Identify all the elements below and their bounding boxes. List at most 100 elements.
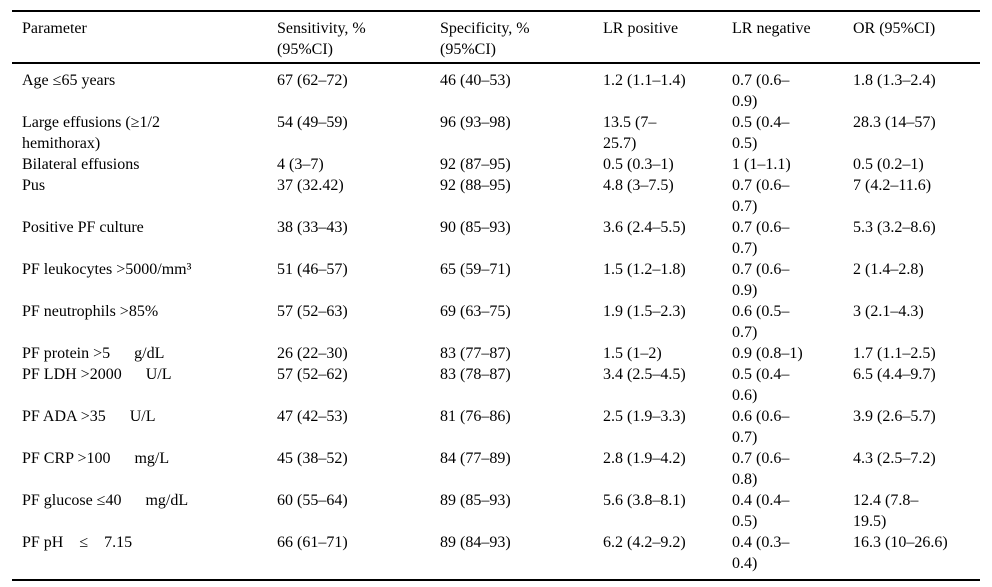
col-header-or: OR (95%CI) bbox=[853, 11, 980, 64]
cell-sensitivity: 67 (62–72) bbox=[277, 72, 348, 89]
cell-lr-positive: 0.5 (0.3–1) bbox=[603, 156, 674, 173]
table-row: PF CRP >100 mg/L 45 (38–52) 84 (77–89) 2.8 … bbox=[12, 448, 980, 490]
cell-specificity: 89 (84–93) bbox=[440, 534, 511, 551]
cell-or: 4.3 (2.5–7.2) bbox=[853, 450, 936, 467]
cell-lr-negative: 0.4 (0.4– 0.5) bbox=[732, 492, 790, 530]
cell-lr-positive: 2.5 (1.9–3.3) bbox=[603, 408, 686, 425]
col-header-lr-negative: LR negative bbox=[732, 11, 853, 64]
cell-lr-positive: 1.5 (1.2–1.8) bbox=[603, 261, 686, 278]
cell-specificity: 84 (77–89) bbox=[440, 450, 511, 467]
cell-lr-negative: 0.6 (0.6– 0.7) bbox=[732, 408, 790, 446]
cell-parameter: Positive PF culture bbox=[22, 219, 144, 236]
table-row: Positive PF culture 38 (33–43) 90 (85–93) 3… bbox=[12, 217, 980, 259]
cell-sensitivity: 66 (61–71) bbox=[277, 534, 348, 551]
table-row: PF glucose ≤40 mg/dL 60 (55–64) 89 (85–93)… bbox=[12, 490, 980, 532]
table-header: Parameter Sensitivity, % (95%CI) Specifi… bbox=[12, 11, 980, 64]
cell-specificity: 90 (85–93) bbox=[440, 219, 511, 236]
cell-or: 6.5 (4.4–9.7) bbox=[853, 366, 936, 383]
table-row: PF protein >5 g/dL 26 (22–30) 83 (77–87) 1.… bbox=[12, 343, 980, 364]
cell-lr-positive: 3.6 (2.4–5.5) bbox=[603, 219, 686, 236]
table-row: Bilateral effusions 4 (3–7) 92 (87–95) 0.5 … bbox=[12, 154, 980, 175]
cell-sensitivity: 51 (46–57) bbox=[277, 261, 348, 278]
cell-sensitivity: 54 (49–59) bbox=[277, 114, 348, 131]
cell-sensitivity: 47 (42–53) bbox=[277, 408, 348, 425]
cell-parameter: PF glucose ≤40 mg/dL bbox=[22, 492, 189, 509]
cell-sensitivity: 57 (52–63) bbox=[277, 303, 348, 320]
paper-page: Parameter Sensitivity, % (95%CI) Specifi… bbox=[12, 10, 980, 581]
cell-lr-positive: 1.9 (1.5–2.3) bbox=[603, 303, 686, 320]
cell-sensitivity: 45 (38–52) bbox=[277, 450, 348, 467]
cell-specificity: 83 (77–87) bbox=[440, 345, 511, 362]
diagnostic-parameters-table: Parameter Sensitivity, % (95%CI) Specifi… bbox=[12, 10, 980, 581]
cell-lr-positive: 3.4 (2.5–4.5) bbox=[603, 366, 686, 383]
cell-parameter: Age ≤65 years bbox=[22, 72, 116, 89]
cell-or: 1.8 (1.3–2.4) bbox=[853, 72, 936, 89]
cell-parameter: Large effusions (≥1/2 hemithorax) bbox=[22, 114, 160, 152]
cell-or: 16.3 (10–26.6) bbox=[853, 534, 948, 551]
cell-parameter: PF ADA >35 U/L bbox=[22, 408, 156, 425]
cell-lr-negative: 0.7 (0.6– 0.7) bbox=[732, 219, 790, 257]
table-body: Age ≤65 years 67 (62–72) 46 (40–53) 1.2 (1.… bbox=[12, 63, 980, 580]
cell-specificity: 96 (93–98) bbox=[440, 114, 511, 131]
table-row: Age ≤65 years 67 (62–72) 46 (40–53) 1.2 (1.… bbox=[12, 63, 980, 112]
cell-parameter: PF leukocytes >5000/mm³ bbox=[22, 261, 192, 278]
cell-sensitivity: 57 (52–62) bbox=[277, 366, 348, 383]
cell-parameter: PF pH ≤ 7.15 bbox=[22, 534, 133, 551]
cell-or: 28.3 (14–57) bbox=[853, 114, 936, 131]
cell-lr-negative: 0.7 (0.6– 0.9) bbox=[732, 72, 790, 110]
cell-lr-positive: 13.5 (7– 25.7) bbox=[603, 114, 657, 152]
cell-lr-negative: 0.7 (0.6– 0.8) bbox=[732, 450, 790, 488]
cell-lr-negative: 0.7 (0.6– 0.9) bbox=[732, 261, 790, 299]
cell-lr-positive: 1.5 (1–2) bbox=[603, 345, 662, 362]
cell-or: 7 (4.2–11.6) bbox=[853, 177, 932, 194]
cell-lr-negative: 0.4 (0.3– 0.4) bbox=[732, 534, 790, 572]
cell-specificity: 69 (63–75) bbox=[440, 303, 511, 320]
cell-lr-negative: 0.5 (0.4– 0.6) bbox=[732, 366, 790, 404]
cell-or: 5.3 (3.2–8.6) bbox=[853, 219, 936, 236]
cell-sensitivity: 37 (32.42) bbox=[277, 177, 344, 194]
col-header-lr-positive: LR positive bbox=[603, 11, 732, 64]
cell-lr-negative: 0.5 (0.4– 0.5) bbox=[732, 114, 790, 152]
cell-or: 3 (2.1–4.3) bbox=[853, 303, 924, 320]
table-row: PF LDH >2000 U/L 57 (52–62) 83 (78–87) 3.4 … bbox=[12, 364, 980, 406]
cell-lr-negative: 0.6 (0.5– 0.7) bbox=[732, 303, 790, 341]
cell-lr-negative: 0.7 (0.6– 0.7) bbox=[732, 177, 790, 215]
cell-specificity: 92 (88–95) bbox=[440, 177, 511, 194]
cell-specificity: 65 (59–71) bbox=[440, 261, 511, 278]
table-row: Large effusions (≥1/2 hemithorax) 54 (49–… bbox=[12, 112, 980, 154]
cell-or: 0.5 (0.2–1) bbox=[853, 156, 924, 173]
col-header-parameter: Parameter bbox=[12, 11, 277, 64]
table-row: PF leukocytes >5000/mm³ 51 (46–57) 65 (59–… bbox=[12, 259, 980, 301]
table-row: PF ADA >35 U/L 47 (42–53) 81 (76–86) 2.5 (1… bbox=[12, 406, 980, 448]
cell-parameter: Pus bbox=[22, 177, 46, 194]
table-row: PF neutrophils >85% 57 (52–63) 69 (63–75) 1… bbox=[12, 301, 980, 343]
table-header-row: Parameter Sensitivity, % (95%CI) Specifi… bbox=[12, 11, 980, 64]
cell-specificity: 92 (87–95) bbox=[440, 156, 511, 173]
cell-or: 1.7 (1.1–2.5) bbox=[853, 345, 936, 362]
cell-parameter: PF LDH >2000 U/L bbox=[22, 366, 172, 383]
cell-lr-negative: 0.9 (0.8–1) bbox=[732, 345, 803, 362]
cell-or: 12.4 (7.8– 19.5) bbox=[853, 492, 919, 530]
cell-sensitivity: 38 (33–43) bbox=[277, 219, 348, 236]
cell-parameter: Bilateral effusions bbox=[22, 156, 140, 173]
cell-specificity: 83 (78–87) bbox=[440, 366, 511, 383]
cell-lr-negative: 1 (1–1.1) bbox=[732, 156, 791, 173]
cell-lr-positive: 5.6 (3.8–8.1) bbox=[603, 492, 686, 509]
cell-specificity: 46 (40–53) bbox=[440, 72, 511, 89]
cell-parameter: PF CRP >100 mg/L bbox=[22, 450, 170, 467]
col-header-specificity: Specificity, % (95%CI) bbox=[440, 11, 603, 64]
cell-or: 2 (1.4–2.8) bbox=[853, 261, 924, 278]
cell-parameter: PF protein >5 g/dL bbox=[22, 345, 165, 362]
cell-sensitivity: 26 (22–30) bbox=[277, 345, 348, 362]
col-header-sensitivity: Sensitivity, % (95%CI) bbox=[277, 11, 440, 64]
cell-parameter: PF neutrophils >85% bbox=[22, 303, 159, 320]
cell-lr-positive: 1.2 (1.1–1.4) bbox=[603, 72, 686, 89]
cell-sensitivity: 60 (55–64) bbox=[277, 492, 348, 509]
cell-sensitivity: 4 (3–7) bbox=[277, 156, 324, 173]
cell-lr-positive: 6.2 (4.2–9.2) bbox=[603, 534, 686, 551]
cell-lr-positive: 4.8 (3–7.5) bbox=[603, 177, 674, 194]
cell-or: 3.9 (2.6–5.7) bbox=[853, 408, 936, 425]
cell-lr-positive: 2.8 (1.9–4.2) bbox=[603, 450, 686, 467]
cell-specificity: 89 (85–93) bbox=[440, 492, 511, 509]
cell-specificity: 81 (76–86) bbox=[440, 408, 511, 425]
